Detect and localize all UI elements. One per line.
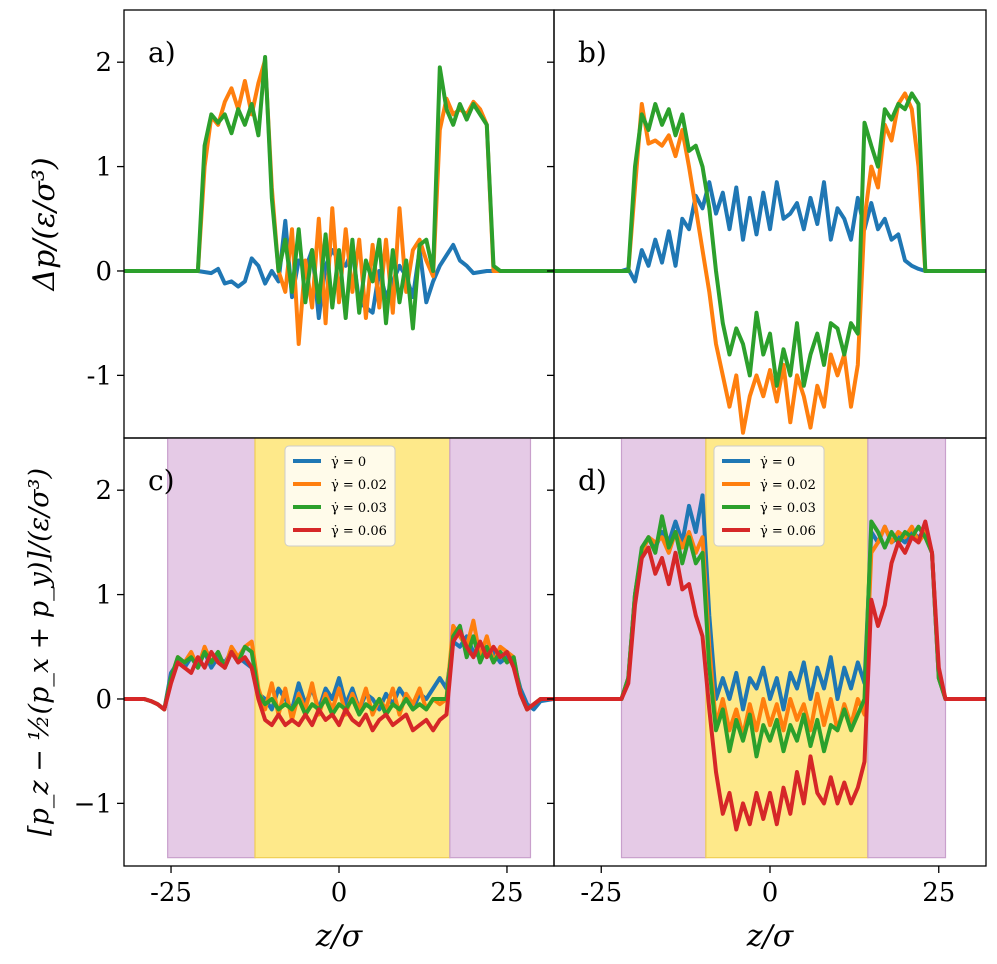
band-purple-c-0 xyxy=(167,438,256,859)
x-tick-label-c-1: 0 xyxy=(331,878,348,908)
series-g006-c xyxy=(124,629,554,733)
x-tick-label-c-2: 25 xyxy=(490,878,523,908)
y-tick-label-a-2: 1 xyxy=(95,153,112,183)
panel-label-b: b) xyxy=(578,36,607,69)
legend-d: γ̇ = 0 γ̇ = 0.02 γ̇ = 0.03 γ̇ = 0.06 xyxy=(713,445,825,547)
legend-label-g006-d: γ̇ = 0.06 xyxy=(760,524,816,539)
series-g006-d xyxy=(554,519,986,832)
band-purple-d-0 xyxy=(620,438,707,859)
band-purple-d-2 xyxy=(867,438,947,859)
y-tick-label-a-0: -1 xyxy=(87,361,112,391)
series-g003-b xyxy=(554,91,986,388)
x-axis-title-left: z/σ xyxy=(315,919,364,954)
panel-d: -25 0 25 d) γ̇ = 0 γ̇ = 0.02 γ̇ = 0.03 γ̇ = 0.0… xyxy=(547,437,987,908)
plot-area-b xyxy=(554,91,986,435)
series-g003-a xyxy=(124,55,554,331)
panel-label-a: a) xyxy=(148,36,176,69)
frame-d xyxy=(553,437,987,867)
y-tick-label-c-3: 2 xyxy=(95,476,112,506)
panel-b: b) xyxy=(547,9,987,439)
plot-area-c xyxy=(124,438,554,859)
panel-a: -1 0 1 2 a) xyxy=(87,9,555,439)
legend-box-c xyxy=(284,445,396,547)
panel-label-c: c) xyxy=(148,464,175,497)
y-tick-label-c-0: −1 xyxy=(74,789,112,819)
legend-label-g003-c: γ̇ = 0.03 xyxy=(331,501,387,516)
series-g003-d xyxy=(554,514,986,759)
y-tick-label-a-3: 2 xyxy=(95,48,112,78)
legend-label-g002-c: γ̇ = 0.02 xyxy=(331,478,387,493)
x-tick-label-d-0: -25 xyxy=(580,878,622,908)
y-tick-label-c-1: 0 xyxy=(95,685,112,715)
x-tick-label-d-1: 0 xyxy=(762,878,779,908)
plot-area-a xyxy=(124,55,554,346)
series-g002-a xyxy=(124,58,554,346)
legend-label-g003-d: γ̇ = 0.03 xyxy=(760,501,816,516)
y-tick-label-a-1: 0 xyxy=(95,257,112,287)
legend-box-d xyxy=(713,445,825,547)
x-tick-label-d-2: 25 xyxy=(922,878,955,908)
legend-label-g002-d: γ̇ = 0.02 xyxy=(760,478,816,493)
x-tick-label-c-0: -25 xyxy=(150,878,192,908)
x-axis-title-right: z/σ xyxy=(746,919,795,954)
series-g002-b xyxy=(554,91,986,435)
y-axis-title-top: Δp/(ε/σ³) xyxy=(27,157,62,291)
legend-label-g0-d: γ̇ = 0 xyxy=(760,455,795,470)
y-axis-title-bottom: [p_z − ½(p_x + p_y)]/(ε/σ³) xyxy=(24,468,55,836)
legend-c: γ̇ = 0 γ̇ = 0.02 γ̇ = 0.03 γ̇ = 0.06 xyxy=(284,445,396,547)
legend-label-g0-c: γ̇ = 0 xyxy=(331,455,366,470)
panel-label-d: d) xyxy=(578,464,607,497)
series-g003-c xyxy=(124,623,554,717)
series-g0-b xyxy=(554,180,986,284)
legend-label-g006-c: γ̇ = 0.06 xyxy=(331,524,387,539)
y-tick-label-c-2: 1 xyxy=(95,581,112,611)
